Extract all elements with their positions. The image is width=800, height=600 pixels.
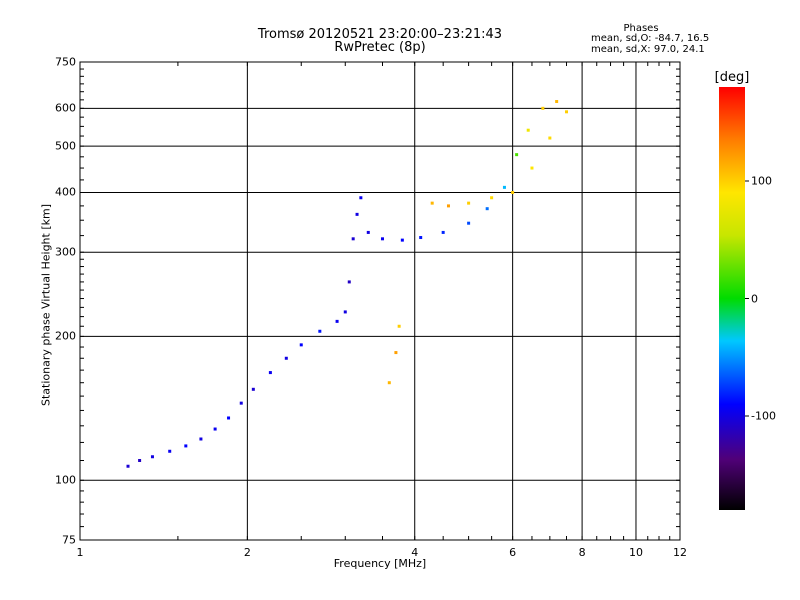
data-point — [284, 356, 288, 360]
chart-title: Tromsø 20120521 23:20:00–23:21:43 — [257, 27, 503, 42]
y-tick-label: 400 — [55, 185, 76, 199]
data-point — [150, 455, 154, 459]
data-point — [565, 110, 569, 114]
data-point — [541, 106, 545, 110]
y-tick-label: 750 — [55, 55, 76, 69]
y-axis-label: Stationary phase Virtual Height [km] — [39, 203, 53, 407]
x-axis-label: Frequency [MHz] — [333, 557, 427, 570]
data-point — [126, 464, 130, 468]
data-point — [351, 237, 355, 241]
data-point — [467, 221, 471, 225]
y-tick-label: 500 — [55, 139, 76, 153]
data-point — [318, 329, 322, 333]
data-point — [213, 427, 217, 431]
colorbar-tick-label: 100 — [751, 174, 772, 188]
data-point — [430, 201, 434, 205]
x-tick-label: 8 — [578, 546, 586, 559]
y-tick-label: 75 — [62, 533, 76, 547]
data-point — [511, 190, 515, 194]
data-point — [397, 324, 401, 328]
data-point — [548, 136, 552, 140]
colorbar-label: [deg] — [714, 70, 750, 85]
data-point — [299, 343, 303, 347]
phase-stats-x: mean, sd,X: 97.0, 24.1 — [591, 44, 705, 55]
chart-subtitle: RwPretec (8p) — [334, 40, 426, 55]
data-point — [239, 401, 243, 405]
data-point — [490, 196, 494, 200]
data-point — [555, 100, 559, 104]
data-point — [251, 387, 255, 391]
x-tick-label: 12 — [673, 546, 687, 559]
data-point — [359, 196, 363, 200]
x-tick-label: 4 — [411, 546, 419, 559]
y-tick-label: 300 — [55, 245, 76, 259]
data-point — [199, 437, 203, 441]
colorbar — [719, 87, 745, 510]
data-point — [530, 166, 534, 170]
x-tick-label: 1 — [76, 546, 84, 559]
data-point — [394, 351, 398, 355]
y-tick-label: 100 — [55, 473, 76, 487]
phase-stats-heading: Phases — [623, 23, 659, 34]
data-point — [400, 238, 404, 242]
data-point — [502, 185, 506, 189]
data-point — [380, 237, 384, 241]
y-tick-label: 600 — [55, 101, 76, 115]
data-point — [515, 153, 519, 157]
data-point — [419, 236, 423, 240]
colorbar-tick-label: 0 — [751, 292, 758, 305]
colorbar-tick-label: -100 — [751, 409, 776, 423]
data-point — [347, 280, 351, 284]
y-tick-label: 200 — [55, 329, 76, 343]
data-point — [335, 319, 339, 323]
data-point — [441, 230, 445, 234]
data-point — [526, 128, 530, 132]
data-point — [343, 310, 347, 314]
data-point — [227, 416, 231, 420]
x-tick-label: 10 — [628, 546, 643, 559]
x-tick-label: 6 — [509, 546, 517, 559]
data-point — [446, 204, 450, 208]
plot-frame — [79, 61, 681, 541]
data-point — [387, 381, 391, 385]
data-point — [366, 230, 370, 234]
data-point — [485, 207, 489, 211]
data-point — [268, 371, 272, 375]
data-point — [138, 458, 142, 462]
x-tick-label: 2 — [243, 546, 251, 559]
data-point — [467, 201, 471, 205]
phase-stats-o: mean, sd,O: -84.7, 16.5 — [591, 33, 710, 44]
data-point — [184, 444, 188, 448]
data-point — [168, 449, 172, 453]
data-point — [355, 212, 359, 216]
